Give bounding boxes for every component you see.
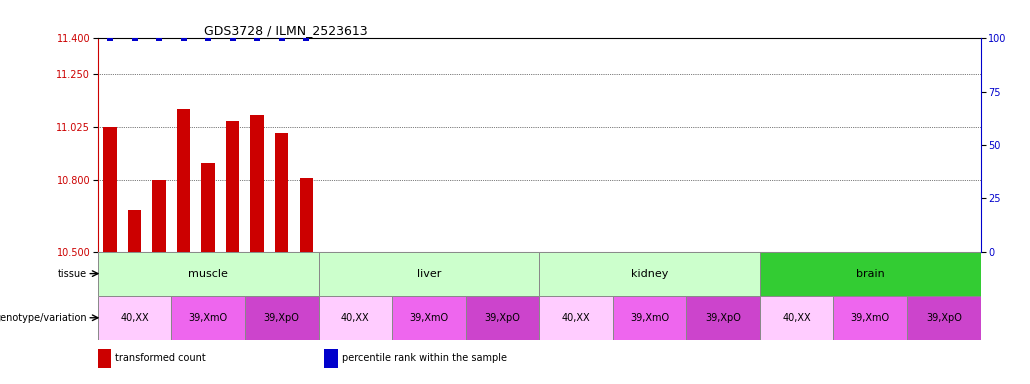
Text: kidney: kidney (630, 268, 668, 279)
Point (175, 35, 192, 41)
Text: muscle: muscle (188, 268, 228, 279)
Text: 39,XpO: 39,XpO (264, 313, 300, 323)
Bar (226, 121, 239, 252)
Text: 39,XpO: 39,XpO (706, 313, 741, 323)
Point (298, 35, 314, 41)
Point (249, 35, 266, 41)
Text: liver: liver (417, 268, 441, 279)
Bar (98, 296, 171, 340)
Text: brain: brain (856, 268, 885, 279)
Text: 39,XmO: 39,XmO (851, 313, 890, 323)
Bar (128, 210, 141, 252)
Text: 40,XX: 40,XX (561, 313, 590, 323)
Text: 39,XmO: 39,XmO (409, 313, 448, 323)
Point (151, 35, 168, 41)
Bar (202, 163, 215, 252)
Bar (98, 349, 111, 368)
Bar (300, 178, 313, 252)
Text: GDS3728 / ILMN_2523613: GDS3728 / ILMN_2523613 (204, 24, 368, 37)
Text: percentile rank within the sample: percentile rank within the sample (342, 353, 507, 363)
Point (200, 35, 216, 41)
Text: 39,XmO: 39,XmO (630, 313, 670, 323)
Bar (324, 349, 338, 368)
Bar (686, 296, 760, 340)
Point (127, 35, 143, 41)
Bar (177, 109, 191, 252)
Bar (392, 296, 466, 340)
Text: 40,XX: 40,XX (121, 313, 149, 323)
Bar (466, 296, 539, 340)
Text: tissue: tissue (58, 268, 88, 279)
Text: 39,XpO: 39,XpO (926, 313, 962, 323)
Bar (171, 296, 245, 340)
Bar (318, 296, 392, 340)
Point (274, 35, 290, 41)
Text: 39,XpO: 39,XpO (484, 313, 520, 323)
Point (102, 35, 118, 41)
Bar (245, 296, 318, 340)
Text: 39,XmO: 39,XmO (188, 313, 228, 323)
Bar (833, 296, 907, 340)
Text: 40,XX: 40,XX (783, 313, 811, 323)
Bar (103, 127, 116, 252)
Text: transformed count: transformed count (115, 353, 206, 363)
Bar (907, 296, 981, 340)
Bar (760, 252, 981, 296)
Point (225, 35, 241, 41)
Bar (98, 252, 318, 296)
Bar (152, 180, 166, 252)
Bar (539, 252, 760, 296)
Bar (613, 296, 686, 340)
Text: genotype/variation: genotype/variation (0, 313, 88, 323)
Bar (250, 115, 264, 252)
Bar (275, 133, 288, 252)
Text: 40,XX: 40,XX (341, 313, 370, 323)
Bar (318, 252, 539, 296)
Bar (539, 296, 613, 340)
Bar (760, 296, 833, 340)
